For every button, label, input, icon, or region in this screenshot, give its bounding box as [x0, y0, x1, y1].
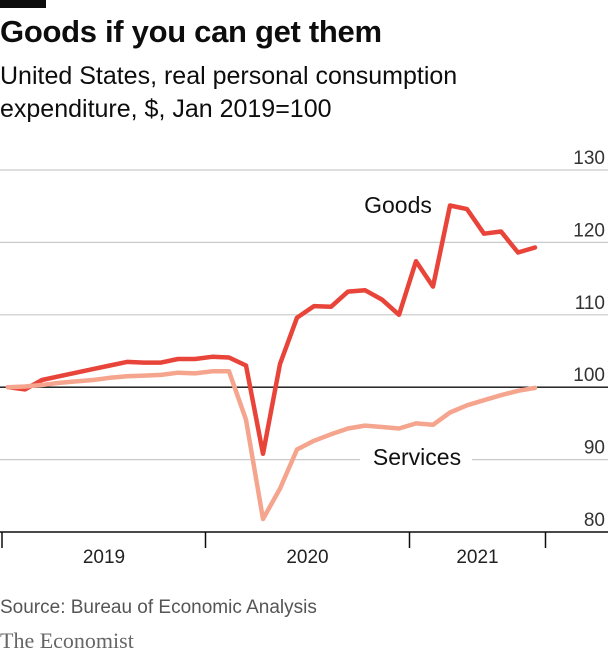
y-tick-label-110: 110 [575, 293, 605, 314]
series-label-goods: Goods [364, 192, 432, 218]
x-tick-label-2019: 2019 [83, 547, 125, 568]
y-tick-label-100: 100 [573, 365, 605, 386]
services-label-background [360, 442, 472, 472]
y-tick-label-90: 90 [584, 438, 605, 459]
header-tag-bar [0, 0, 46, 8]
y-tick-label-120: 120 [573, 220, 605, 241]
chart-subtitle: United States, real personal consumption… [0, 62, 458, 123]
source-note: Source: Bureau of Economic Analysis [0, 597, 317, 618]
y-tick-label-130: 130 [573, 148, 605, 169]
series-label-services: Services [373, 444, 461, 470]
publisher-logo: The Economist [0, 628, 134, 653]
chart-title: Goods if you can get them [0, 14, 382, 49]
y-tick-label-80: 80 [584, 510, 605, 531]
series-line-goods [5, 203, 538, 457]
x-tick-label-2021: 2021 [456, 547, 498, 568]
x-tick-label-2020: 2020 [286, 547, 328, 568]
series-line-services [5, 369, 538, 522]
